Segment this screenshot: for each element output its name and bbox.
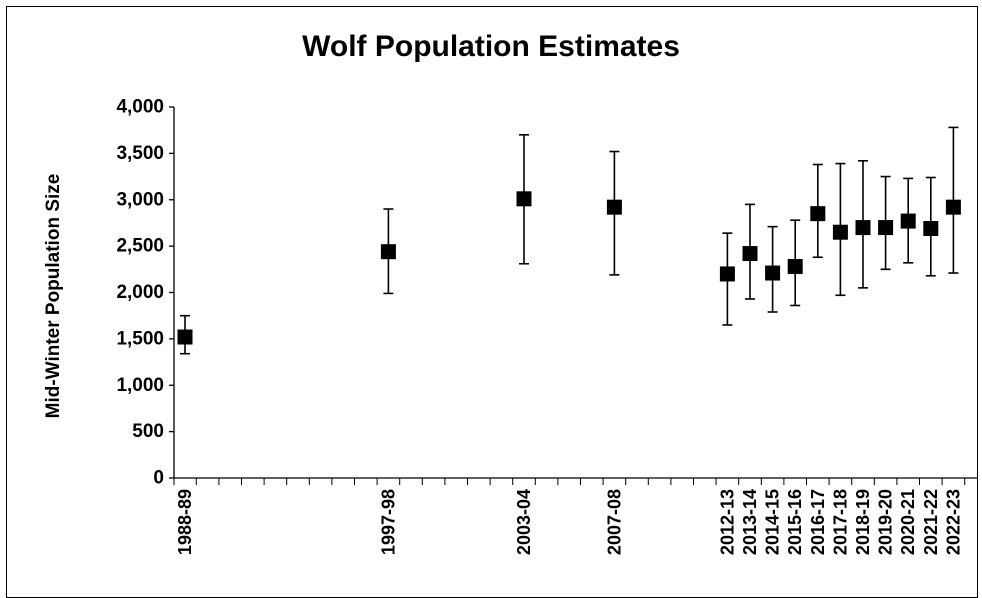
data-point [787, 259, 803, 275]
data-point [832, 224, 848, 240]
x-tick-label: 2018-19 [853, 489, 873, 555]
data-point [900, 213, 916, 229]
data-point [516, 191, 532, 207]
y-tick-label: 1,000 [116, 375, 164, 396]
data-point [719, 266, 735, 282]
x-tick-label: 2019-20 [876, 489, 896, 555]
x-tick-label: 2014-15 [763, 489, 783, 555]
x-tick-labels: 1988-89 1997-98 2003-04 2007-08 2012-13 2013-… [175, 489, 963, 555]
data-point [855, 220, 871, 236]
x-tick-label: 1988-89 [175, 489, 195, 555]
x-tick-label: 2020-21 [898, 489, 918, 555]
x-tick-label: 2013-14 [740, 489, 760, 555]
x-tick-label: 2015-16 [785, 489, 805, 555]
data-point [878, 220, 894, 236]
x-tick-label: 2022-23 [943, 489, 963, 555]
y-tick-label: 2,500 [116, 236, 164, 257]
data-point [923, 221, 939, 237]
y-tick-labels: 0 500 1,000 1,500 2,000 2,500 3,000 3,500 4,000 [116, 97, 164, 489]
y-tick-label: 2,000 [116, 282, 164, 303]
data-point [742, 246, 758, 262]
axes [169, 106, 978, 485]
data-point [810, 206, 826, 222]
data-point [380, 244, 396, 260]
data-points [177, 126, 961, 355]
chart-title: Wolf Population Estimates [302, 30, 680, 63]
data-point [945, 199, 961, 215]
x-tick-label: 2007-08 [604, 489, 624, 555]
y-axis-label: Mid-Winter Population Size [43, 174, 64, 419]
y-tick-label: 1,500 [116, 328, 164, 349]
y-tick-label: 3,500 [116, 143, 164, 164]
y-tick-label: 0 [153, 468, 164, 489]
y-tick-label: 500 [132, 421, 164, 442]
x-tick-label: 2021-22 [921, 489, 941, 555]
x-tick-label: 2017-18 [830, 489, 850, 555]
x-tick-label: 2012-13 [717, 489, 737, 555]
x-tick-label: 2016-17 [808, 489, 828, 555]
data-point [765, 265, 781, 281]
x-tick-label: 2003-04 [514, 489, 534, 555]
data-point [177, 329, 193, 345]
y-tick-label: 4,000 [116, 97, 164, 118]
y-tick-label: 3,000 [116, 189, 164, 210]
x-tick-label: 1997-98 [378, 489, 398, 555]
chart-frame [6, 6, 978, 598]
data-point [606, 199, 622, 215]
